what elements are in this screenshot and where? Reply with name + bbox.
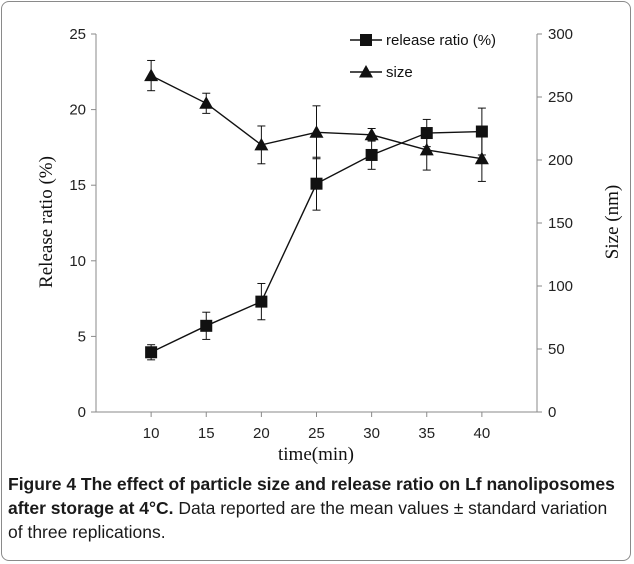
x-tick-label: 40 — [474, 425, 491, 442]
size-point — [474, 151, 489, 165]
left-tick-label: 20 — [69, 102, 86, 119]
x-tick-label: 20 — [253, 425, 270, 442]
caption-title: Figure 4 The effect of particle size and… — [8, 474, 615, 518]
release-point — [365, 148, 378, 161]
chart-series — [144, 59, 489, 361]
size-point — [254, 137, 269, 151]
x-tick-label: 15 — [198, 425, 215, 442]
right-tick-label: 50 — [548, 341, 565, 358]
release-point — [255, 295, 268, 308]
size-point — [309, 125, 324, 138]
left-tick-label: 25 — [69, 26, 86, 43]
right-tick-label: 300 — [548, 26, 573, 43]
x-tick-label: 25 — [308, 425, 325, 442]
left-tick-label: 0 — [78, 404, 86, 421]
right-tick-label: 0 — [548, 404, 556, 421]
legend-size-marker — [359, 65, 373, 78]
left-tick-label: 5 — [78, 328, 86, 345]
size-series — [144, 59, 489, 182]
release-point — [200, 319, 213, 332]
chart-legend: release ratio (%) size — [350, 32, 496, 81]
right-tick-label: 250 — [548, 89, 573, 106]
figure-caption: Figure 4 The effect of particle size and… — [8, 472, 624, 544]
x-tick-label: 10 — [143, 425, 160, 442]
legend-release-marker — [360, 34, 372, 46]
left-axis-title: Release ratio (%) — [36, 156, 57, 288]
legend-size-label: size — [386, 64, 413, 81]
release-point — [475, 125, 488, 138]
release-point — [310, 177, 323, 190]
chart-axes — [95, 34, 538, 413]
size-point — [144, 68, 159, 82]
release-point — [145, 346, 158, 359]
x-tick-label: 30 — [363, 425, 380, 442]
right-axis-title: Size (nm) — [602, 185, 623, 259]
left-tick-label: 15 — [69, 177, 86, 194]
right-tick-label: 100 — [548, 278, 573, 295]
size-point — [364, 127, 379, 141]
right-tick-label: 150 — [548, 215, 573, 232]
x-axis-title: time(min) — [278, 444, 354, 465]
size-point — [199, 96, 214, 109]
left-tick-label: 10 — [69, 253, 86, 270]
right-tick-label: 200 — [548, 152, 573, 169]
size-point — [419, 142, 434, 156]
legend-release-label: release ratio (%) — [386, 32, 496, 49]
chart-ticks: 10 15 20 25 30 35 4005101520250501001502002503… — [69, 26, 573, 442]
caption-body: Data reported are the mean values ± stan… — [8, 498, 608, 542]
x-tick-label: 35 — [418, 425, 435, 442]
dual-axis-line-chart: 10 15 20 25 30 35 4005101520250501001502002503… — [36, 26, 623, 465]
